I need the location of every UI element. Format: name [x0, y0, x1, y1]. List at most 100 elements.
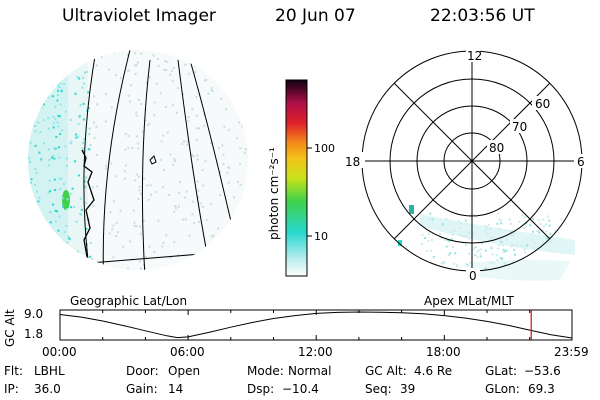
speckle [28, 186, 31, 189]
speckle [163, 168, 166, 171]
speckle [560, 218, 563, 221]
speckle [32, 90, 34, 93]
speckle [425, 249, 428, 252]
speckle [203, 125, 206, 128]
speckle [194, 55, 196, 58]
speckle [44, 74, 47, 77]
speckle [96, 153, 98, 156]
speckle [143, 177, 145, 180]
speckle [59, 82, 62, 85]
speckle [91, 186, 94, 189]
speckle [501, 257, 504, 260]
speckle [65, 56, 68, 59]
speckle [230, 260, 233, 263]
speckle [34, 144, 37, 147]
speckle [244, 108, 247, 111]
speckle [170, 69, 173, 72]
speckle [162, 186, 164, 189]
speckle [74, 92, 77, 95]
speckle [79, 104, 82, 107]
speckle [241, 125, 244, 128]
speckle [223, 125, 226, 128]
speckle [135, 111, 138, 114]
polar-grid [361, 50, 583, 272]
speckle [28, 142, 31, 145]
speckle [34, 168, 37, 171]
speckle [529, 224, 532, 227]
speckle [48, 179, 51, 182]
speckle [500, 222, 503, 225]
speckle [148, 76, 151, 79]
speckle [51, 84, 54, 87]
speckle [66, 241, 69, 244]
speckle [432, 255, 435, 258]
speckle [85, 71, 88, 73]
speckle [88, 259, 91, 262]
speckle [78, 115, 81, 118]
speckle [31, 223, 34, 225]
speckle [548, 219, 551, 222]
speckle [129, 100, 131, 103]
speckle [230, 86, 233, 89]
speckle [112, 200, 115, 203]
door-value: Open [168, 364, 201, 378]
speckle [138, 189, 141, 192]
speckle [78, 77, 81, 80]
speckle [439, 233, 441, 235]
speckle [46, 54, 48, 57]
speckle [56, 62, 59, 65]
speckle [55, 135, 58, 138]
lat-label-80: 80 [489, 141, 504, 155]
speckle [202, 184, 204, 187]
speckle [140, 267, 143, 270]
speckle [54, 105, 57, 108]
speckle [243, 151, 246, 154]
speckle [532, 230, 534, 233]
speckle [144, 255, 147, 258]
speckle [526, 244, 529, 247]
speckle [133, 221, 136, 224]
speckle [111, 228, 114, 231]
altitude-xtick-0000: 00:00 [42, 345, 77, 359]
speckle [83, 138, 86, 141]
speckle [245, 116, 248, 119]
speckle [512, 234, 515, 237]
speckle [472, 213, 475, 216]
speckle [187, 120, 190, 123]
speckle [513, 232, 516, 234]
speckle [222, 163, 225, 165]
speckle [162, 134, 165, 137]
speckle [28, 119, 31, 122]
speckle [29, 129, 32, 132]
speckle [445, 218, 448, 220]
speckle [39, 131, 42, 134]
speckle [135, 225, 138, 228]
speckle [548, 224, 551, 227]
speckle [198, 252, 201, 255]
speckle [37, 121, 40, 124]
speckle [182, 218, 185, 221]
speckle [465, 223, 468, 226]
speckle [464, 219, 467, 222]
speckle [171, 104, 174, 107]
speckle [63, 252, 65, 255]
speckle [124, 133, 127, 135]
speckle [489, 261, 492, 264]
speckle [209, 203, 212, 206]
speckle [178, 205, 180, 208]
speckle [466, 263, 468, 266]
speckle [504, 263, 507, 266]
speckle [191, 200, 194, 203]
speckle [220, 97, 223, 100]
speckle [169, 73, 172, 76]
speckle [210, 235, 213, 238]
speckle [85, 54, 88, 57]
speckle [134, 52, 137, 55]
speckle [196, 154, 199, 157]
speckle [34, 184, 37, 186]
speckle [46, 62, 49, 65]
speckle [226, 73, 228, 76]
altitude-series-line [59, 311, 573, 339]
speckle [484, 230, 487, 233]
